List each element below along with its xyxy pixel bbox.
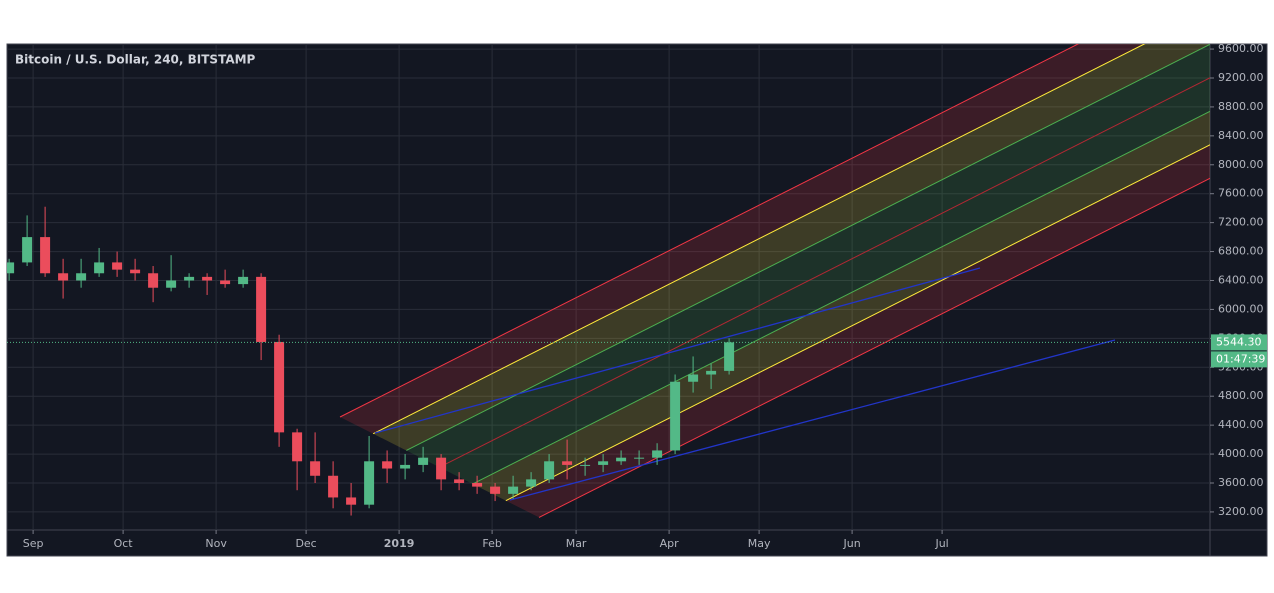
- candle-body: [292, 432, 303, 462]
- candle-body: [364, 461, 375, 505]
- countdown-box: [1211, 351, 1267, 368]
- candle-body: [7, 262, 15, 274]
- candle-body: [346, 497, 357, 505]
- countdown-label: 01:47:39: [1216, 352, 1265, 365]
- y-tick-label: 8000.00: [1218, 158, 1264, 171]
- trend-line: [374, 267, 981, 434]
- candle-body: [382, 461, 393, 469]
- candle-body: [688, 374, 699, 382]
- candle-body: [40, 237, 51, 274]
- x-tick-label: Dec: [295, 537, 316, 550]
- drawings: [339, 44, 1210, 518]
- candle-body: [184, 276, 195, 281]
- candle-body: [112, 262, 123, 270]
- x-tick-label: Sep: [23, 537, 44, 550]
- candle-body: [724, 342, 735, 371]
- last-price-box: [1211, 334, 1267, 351]
- channel-band: [505, 144, 1210, 518]
- y-tick-label: 6800.00: [1218, 245, 1264, 258]
- candle-body: [562, 461, 573, 465]
- channel-line: [339, 44, 1080, 418]
- candle-body: [328, 475, 339, 498]
- candle-body: [472, 482, 483, 487]
- candle-body: [544, 461, 555, 480]
- candle-body: [256, 276, 267, 342]
- x-tick-label: Apr: [660, 537, 680, 550]
- channel-line: [372, 44, 1146, 435]
- candle-body: [238, 276, 249, 285]
- last-price-label: 5544.30: [1216, 335, 1262, 348]
- y-tick-label: 7600.00: [1218, 187, 1264, 200]
- candle-body: [58, 273, 69, 281]
- x-tick-label: Jul: [934, 537, 948, 550]
- axes: 3200.003600.004000.004400.004800.005200.…: [23, 42, 1267, 550]
- channel-line: [538, 177, 1210, 518]
- candle-body: [418, 457, 429, 465]
- channel-line: [505, 144, 1210, 502]
- candle-body: [400, 464, 411, 469]
- y-tick-label: 4000.00: [1218, 447, 1264, 460]
- candle-body: [508, 486, 519, 494]
- candle-body: [616, 457, 627, 462]
- y-tick-label: 3600.00: [1218, 476, 1264, 489]
- x-tick-label: Mar: [566, 537, 587, 550]
- y-tick-label: 4800.00: [1218, 389, 1264, 402]
- chart-title: Bitcoin / U.S. Dollar, 240, BITSTAMP: [15, 53, 256, 67]
- channel-band: [373, 44, 1210, 451]
- candle-body: [76, 273, 87, 281]
- y-tick-label: 8400.00: [1218, 129, 1264, 142]
- candle-body: [130, 269, 141, 274]
- candle-body: [166, 280, 177, 288]
- x-tick-label: May: [748, 537, 771, 550]
- candle-body: [220, 280, 231, 285]
- candle-body: [310, 461, 321, 476]
- candle-body: [202, 276, 213, 281]
- trend-line: [509, 339, 1116, 501]
- y-tick-label: 9600.00: [1218, 42, 1264, 55]
- y-tick-label: 9200.00: [1218, 71, 1264, 84]
- y-tick-label: 6400.00: [1218, 273, 1264, 286]
- candle-body: [634, 457, 645, 459]
- channel-band: [340, 44, 1145, 434]
- y-tick-label: 3200.00: [1218, 505, 1264, 518]
- candle-body: [670, 381, 681, 451]
- channel-line: [472, 110, 1210, 485]
- y-tick-label: 8800.00: [1218, 100, 1264, 113]
- candles: [7, 206, 1210, 516]
- x-tick-label: 2019: [384, 537, 415, 550]
- y-tick-label: 6000.00: [1218, 302, 1264, 315]
- candle-body: [454, 479, 465, 483]
- x-tick-label: Feb: [482, 537, 501, 550]
- candle-body: [652, 450, 663, 458]
- channel-line: [406, 44, 1210, 451]
- channel-line: [439, 77, 1210, 468]
- candle-body: [580, 464, 591, 466]
- x-tick-label: Jun: [843, 537, 861, 550]
- candle-body: [706, 370, 717, 375]
- candle-body: [94, 262, 105, 274]
- channel-band: [439, 77, 1210, 484]
- candle-body: [148, 273, 159, 288]
- candle-body: [526, 479, 537, 487]
- candle-body: [490, 486, 501, 494]
- grid: [7, 44, 1210, 530]
- candle-body: [598, 461, 609, 465]
- x-tick-label: Nov: [205, 537, 227, 550]
- candle-body: [22, 237, 33, 263]
- x-tick-label: Oct: [114, 537, 134, 550]
- y-tick-label: 7200.00: [1218, 216, 1264, 229]
- candle-body: [436, 457, 447, 480]
- channel-band: [406, 44, 1210, 468]
- y-tick-label: 4400.00: [1218, 418, 1264, 431]
- candle-body: [274, 341, 285, 433]
